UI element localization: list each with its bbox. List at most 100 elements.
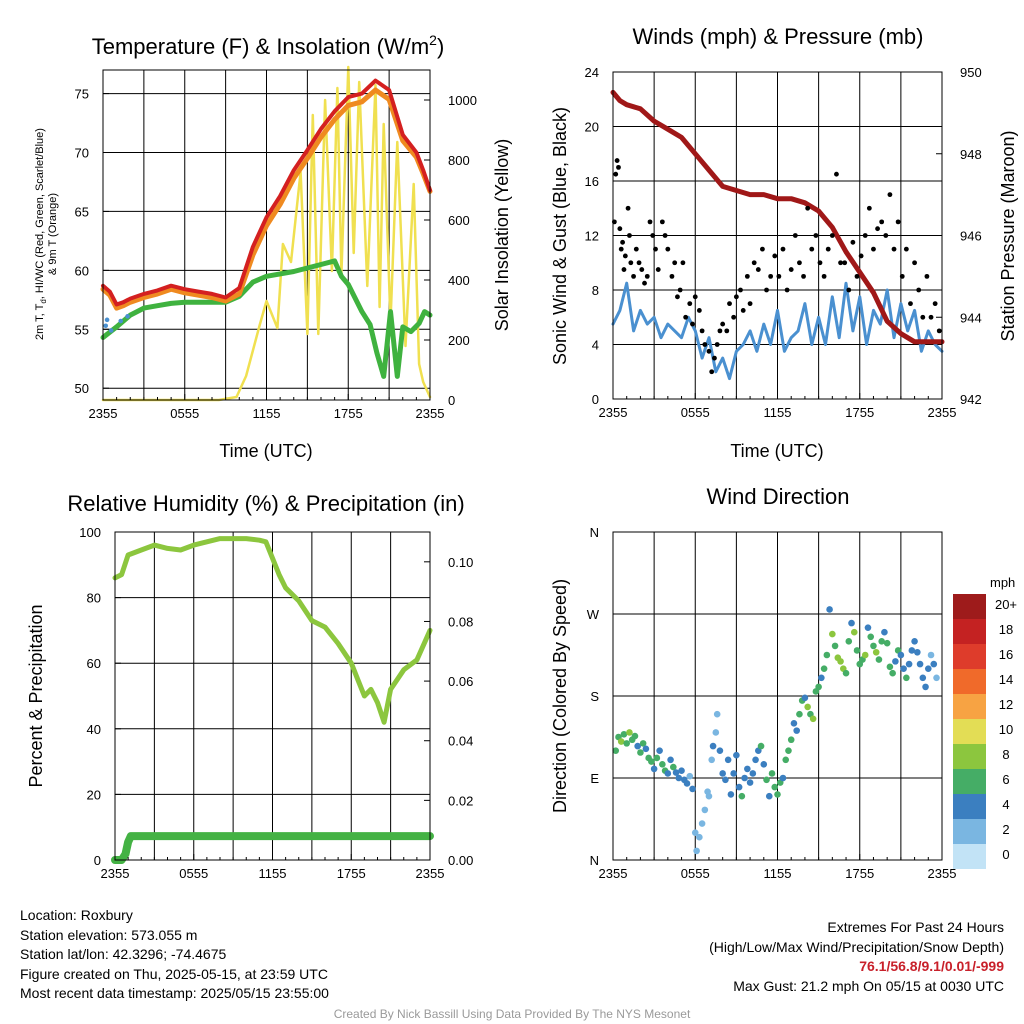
gust-point <box>920 314 926 320</box>
wind-grid <box>613 72 942 399</box>
x-tick-label: 2355 <box>89 406 118 421</box>
y-tick-label: 0 <box>592 392 599 407</box>
y-tick-label: 40 <box>87 722 101 737</box>
gust-point <box>706 348 712 354</box>
gust-point <box>825 246 831 252</box>
direction-point <box>908 647 916 654</box>
direction-point <box>815 683 822 691</box>
direction-point <box>933 674 940 682</box>
direction-point <box>927 651 935 659</box>
y2-tick-label: 400 <box>448 273 470 288</box>
gust-point <box>755 267 761 272</box>
direction-point <box>793 727 800 734</box>
gust-point <box>760 246 765 252</box>
direction-point <box>790 720 798 727</box>
legend-label: 6 <box>1002 772 1009 787</box>
direction-point <box>831 642 839 650</box>
y2-tick-label: 0.10 <box>448 555 473 570</box>
y2-tick-label: 0 <box>448 393 455 408</box>
gust-point <box>639 267 645 272</box>
gust-point <box>616 164 621 170</box>
gust-point <box>842 260 848 266</box>
direction-point <box>667 756 674 764</box>
direction-point <box>716 747 724 754</box>
y-tick-label: 65 <box>75 204 89 219</box>
direction-point <box>826 606 833 613</box>
gust-point <box>850 239 856 245</box>
y2-tick-label: 944 <box>960 310 982 325</box>
direction-point <box>883 639 891 647</box>
direction-point <box>801 694 809 702</box>
x-tick-label: 1155 <box>253 406 281 421</box>
direction-point <box>870 642 877 650</box>
dewpoint-line <box>100 258 433 379</box>
gust-point <box>621 267 627 272</box>
gust-point <box>899 273 905 279</box>
gust-point <box>871 246 876 252</box>
direction-grid <box>613 532 942 860</box>
gust-point <box>662 233 668 238</box>
x-tick-label: 1155 <box>764 866 792 881</box>
direction-point <box>818 674 825 682</box>
x-tick-label: 2355 <box>599 405 628 420</box>
gust-point <box>751 260 757 266</box>
gust-point <box>628 260 634 266</box>
direction-point <box>612 747 620 754</box>
pressure-y2label: Station Pressure (Maroon) <box>998 130 1018 341</box>
temperature-title: Temperature (F) & Insolation (W/m2) <box>92 32 445 59</box>
direction-point <box>875 656 883 663</box>
direction-point <box>691 829 699 836</box>
x-tick-label: 1755 <box>337 866 366 881</box>
direction-point <box>634 742 641 750</box>
gust-point <box>659 219 665 225</box>
gust-point <box>821 273 827 279</box>
x-tick-label: 2355 <box>101 866 130 881</box>
nine-meter-temperature-line <box>100 87 433 311</box>
gust-point <box>916 287 922 293</box>
x-tick-label: 1155 <box>259 866 287 881</box>
x-tick-label: 1755 <box>845 405 874 420</box>
gust-point <box>776 273 782 279</box>
speed-legend: mph 20+ 18 16 14 12 10 8 6 4 2 0 <box>953 575 1017 869</box>
extremes-info: Extremes For Past 24 Hours (High/Low/Max… <box>709 918 1004 996</box>
gust-point <box>650 233 656 238</box>
legend-swatch <box>953 644 986 669</box>
extremes-heading: Extremes For Past 24 Hours <box>827 919 1004 935</box>
direction-point <box>892 658 899 665</box>
direction-point <box>749 770 757 777</box>
gust-point <box>617 226 623 232</box>
y-tick-label: 50 <box>75 381 89 396</box>
direction-point <box>722 776 729 784</box>
recent-data-timestamp: Most recent data timestamp: 2025/05/15 2… <box>20 985 329 1001</box>
gust-point <box>692 294 698 300</box>
direction-point <box>650 765 658 773</box>
wind-title: Winds (mph) & Pressure (mb) <box>633 24 924 49</box>
direction-point <box>763 776 770 784</box>
direction-point <box>670 763 677 771</box>
station-latlon: Station lat/lon: 42.3296; -74.4675 <box>20 946 227 962</box>
direction-point <box>930 660 938 668</box>
direction-point <box>637 749 644 756</box>
gust-point <box>642 280 647 286</box>
gust-point <box>683 314 689 320</box>
direction-point <box>705 792 713 800</box>
gust-point <box>903 246 909 252</box>
direction-point <box>724 756 732 764</box>
gust-point <box>677 287 683 293</box>
direction-point <box>861 651 869 659</box>
gust-point <box>618 246 624 252</box>
gust-point <box>801 273 806 279</box>
y-tick-label: 60 <box>87 656 101 671</box>
wind-chill-point <box>108 328 114 333</box>
station-location: Location: Roxbury <box>20 907 133 923</box>
legend-label: 16 <box>999 647 1013 662</box>
x-tick-label: 0555 <box>681 405 710 420</box>
direction-point <box>911 638 918 645</box>
direction-point <box>782 756 790 764</box>
direction-point <box>848 619 855 627</box>
y2-tick-label: 1000 <box>448 93 477 108</box>
legend-swatch <box>953 719 986 744</box>
direction-point <box>757 742 765 750</box>
x-tick-label: 1755 <box>334 406 363 421</box>
